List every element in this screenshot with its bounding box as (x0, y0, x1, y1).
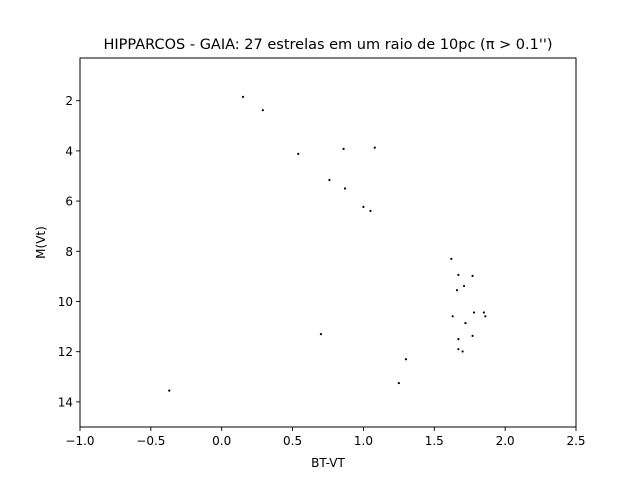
data-point (297, 152, 300, 155)
x-tick-label: 2.0 (496, 434, 515, 448)
x-tick-label: 1.0 (354, 434, 373, 448)
y-tick-label: 8 (65, 245, 73, 259)
y-tick-label: 14 (58, 395, 73, 409)
data-point (342, 147, 345, 150)
data-point (461, 350, 464, 353)
data-point (464, 321, 467, 325)
data-point (462, 284, 466, 288)
data-point (472, 311, 476, 314)
data-point (457, 348, 460, 351)
y-tick-label: 4 (65, 144, 73, 158)
y-axis-label: M(Vt) (34, 226, 48, 259)
data-points (168, 95, 487, 392)
data-point (369, 209, 372, 212)
data-point (471, 334, 474, 337)
data-point (450, 257, 453, 260)
data-point (457, 338, 460, 341)
data-point (373, 146, 376, 149)
data-point (241, 95, 245, 99)
y-tick-label: 10 (58, 295, 73, 309)
chart-title: HIPPARCOS - GAIA: 27 estrelas em um raio… (103, 37, 552, 53)
x-tick-label: 0.5 (283, 434, 302, 448)
data-point (482, 311, 485, 314)
data-point (484, 315, 487, 318)
plot-frame (79, 57, 577, 428)
y-tick-label: 6 (65, 195, 73, 209)
y-axis-ticks: 2 4 6 8 10 12 14 (58, 94, 80, 409)
y-tick-label: 2 (65, 94, 73, 108)
data-point (328, 178, 331, 182)
x-tick-label: 0.0 (212, 434, 231, 448)
data-point (397, 381, 400, 385)
data-point (451, 315, 454, 318)
data-point (343, 187, 347, 190)
x-tick-label: −1.0 (65, 434, 94, 448)
x-tick-label: 2.5 (566, 434, 585, 448)
x-axis-ticks: −1.0 −0.5 0.0 0.5 1.0 1.5 2.0 2.5 (65, 427, 586, 448)
x-axis-label: BT-VT (311, 456, 345, 470)
data-point (261, 109, 264, 112)
data-point (455, 289, 459, 292)
data-point (168, 389, 171, 392)
data-point (457, 273, 460, 276)
x-tick-label: 1.5 (425, 434, 444, 448)
data-point (471, 274, 474, 277)
data-point (319, 333, 323, 336)
data-point (362, 205, 365, 208)
y-tick-label: 12 (58, 345, 73, 359)
data-point (404, 358, 408, 361)
x-tick-label: −0.5 (136, 434, 165, 448)
